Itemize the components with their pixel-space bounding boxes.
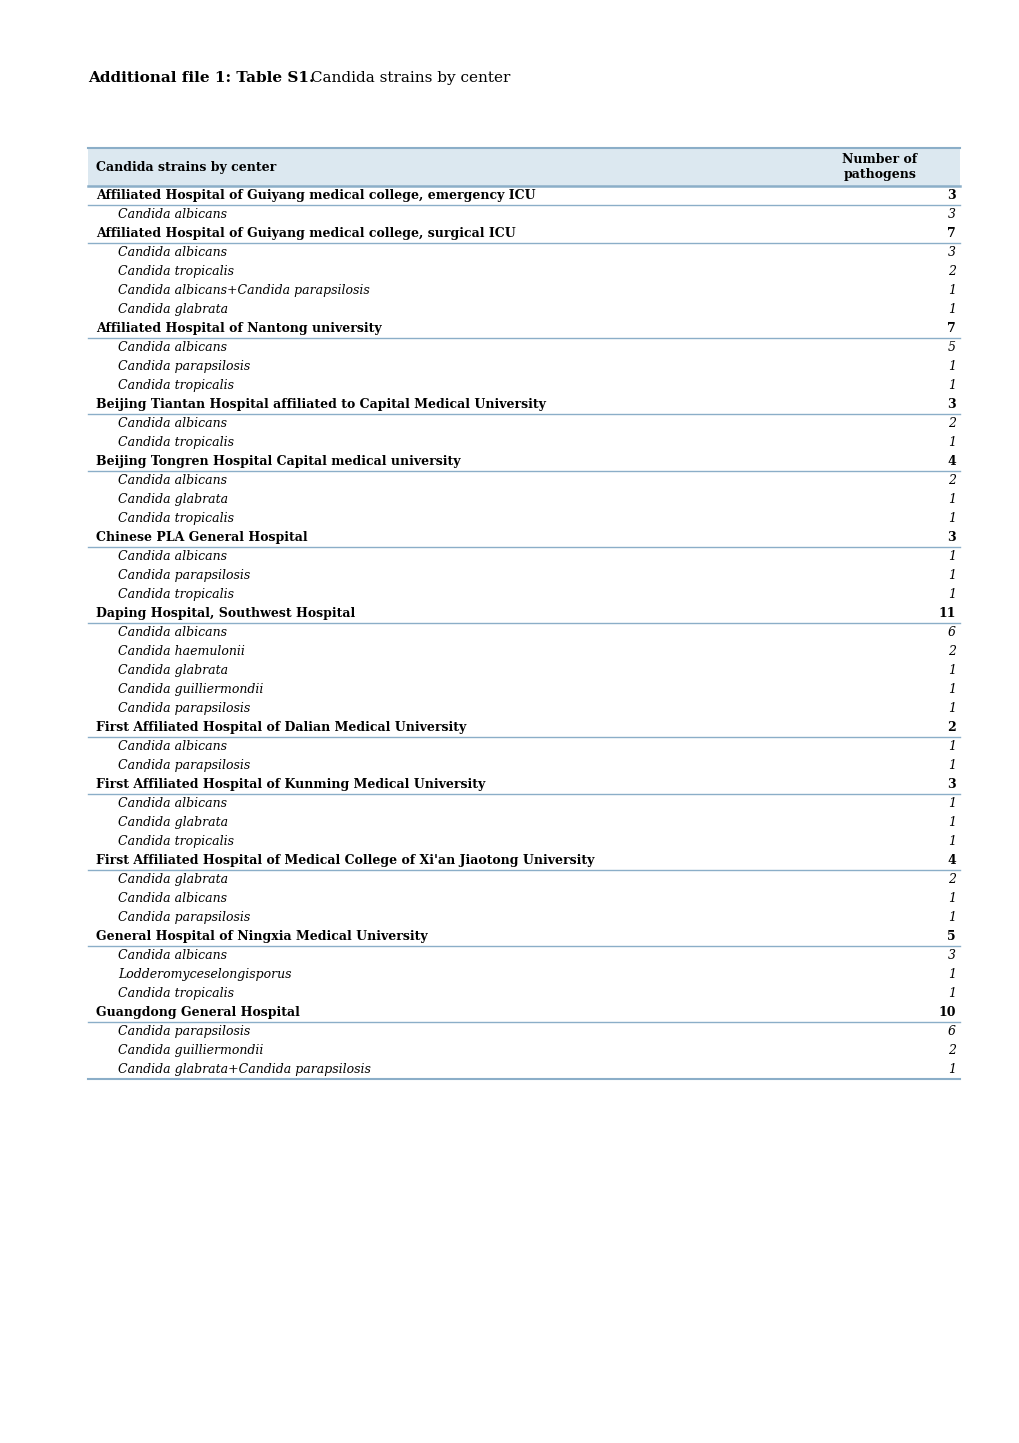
Text: Affiliated Hospital of Guiyang medical college, emergency ICU: Affiliated Hospital of Guiyang medical c…: [96, 189, 535, 202]
Text: Candida strains by center: Candida strains by center: [306, 71, 510, 85]
Text: 2: 2: [947, 645, 955, 658]
Text: 3: 3: [947, 398, 955, 411]
Text: Affiliated Hospital of Nantong university: Affiliated Hospital of Nantong universit…: [96, 322, 381, 335]
Text: Candida albicans: Candida albicans: [118, 740, 227, 753]
Text: Candida albicans: Candida albicans: [118, 208, 227, 221]
Text: 1: 1: [947, 701, 955, 714]
Text: 1: 1: [947, 892, 955, 905]
Text: 1: 1: [947, 494, 955, 506]
Text: 1: 1: [947, 835, 955, 848]
Text: 1: 1: [947, 359, 955, 372]
Text: Guangdong General Hospital: Guangdong General Hospital: [96, 1006, 300, 1019]
Text: Additional file 1: Table S1.: Additional file 1: Table S1.: [88, 71, 314, 85]
Text: 1: 1: [947, 380, 955, 392]
Text: 1: 1: [947, 303, 955, 316]
Text: Candida glabrata: Candida glabrata: [118, 303, 228, 316]
Text: 1: 1: [947, 664, 955, 677]
Text: 1: 1: [947, 683, 955, 696]
Text: 1: 1: [947, 815, 955, 828]
Text: Candida albicans: Candida albicans: [118, 341, 227, 354]
Text: Candida albicans: Candida albicans: [118, 550, 227, 563]
Text: 1: 1: [947, 587, 955, 600]
Text: 1: 1: [947, 797, 955, 810]
Text: 1: 1: [947, 436, 955, 449]
Text: Candida tropicalis: Candida tropicalis: [118, 835, 233, 848]
Text: Candida parapsilosis: Candida parapsilosis: [118, 569, 250, 582]
Text: Candida parapsilosis: Candida parapsilosis: [118, 759, 250, 772]
Text: 5: 5: [947, 341, 955, 354]
Text: Candida haemulonii: Candida haemulonii: [118, 645, 245, 658]
Text: Lodderomyceselongisporus: Lodderomyceselongisporus: [118, 968, 291, 981]
Text: 1: 1: [947, 759, 955, 772]
Text: Candida albicans: Candida albicans: [118, 949, 227, 962]
Text: Beijing Tiantan Hospital affiliated to Capital Medical University: Beijing Tiantan Hospital affiliated to C…: [96, 398, 545, 411]
Text: 2: 2: [947, 722, 955, 734]
Text: 1: 1: [947, 1063, 955, 1076]
Text: 11: 11: [937, 608, 955, 620]
Text: 6: 6: [947, 1025, 955, 1038]
Text: Candida tropicalis: Candida tropicalis: [118, 587, 233, 600]
Text: 3: 3: [947, 778, 955, 791]
Text: 1: 1: [947, 911, 955, 924]
Text: 1: 1: [947, 987, 955, 1000]
Text: Beijing Tongren Hospital Capital medical university: Beijing Tongren Hospital Capital medical…: [96, 455, 460, 468]
Text: 2: 2: [947, 417, 955, 430]
Text: 6: 6: [947, 626, 955, 639]
Text: Candida tropicalis: Candida tropicalis: [118, 436, 233, 449]
Text: 7: 7: [947, 227, 955, 240]
Text: First Affiliated Hospital of Medical College of Xi'an Jiaotong University: First Affiliated Hospital of Medical Col…: [96, 854, 594, 867]
Text: 1: 1: [947, 284, 955, 297]
Text: Chinese PLA General Hospital: Chinese PLA General Hospital: [96, 531, 308, 544]
Text: Candida albicans+Candida parapsilosis: Candida albicans+Candida parapsilosis: [118, 284, 370, 297]
Text: Candida tropicalis: Candida tropicalis: [118, 512, 233, 525]
Text: Affiliated Hospital of Guiyang medical college, surgical ICU: Affiliated Hospital of Guiyang medical c…: [96, 227, 516, 240]
Text: 4: 4: [947, 455, 955, 468]
Text: 2: 2: [947, 473, 955, 486]
Text: Candida guilliermondii: Candida guilliermondii: [118, 1043, 263, 1058]
Text: Candida parapsilosis: Candida parapsilosis: [118, 911, 250, 924]
Text: Candida parapsilosis: Candida parapsilosis: [118, 1025, 250, 1038]
Text: Candida albicans: Candida albicans: [118, 473, 227, 486]
Text: 7: 7: [947, 322, 955, 335]
Text: First Affiliated Hospital of Dalian Medical University: First Affiliated Hospital of Dalian Medi…: [96, 722, 466, 734]
Text: Candida glabrata: Candida glabrata: [118, 494, 228, 506]
Text: Candida strains by center: Candida strains by center: [96, 160, 276, 173]
Text: 3: 3: [947, 531, 955, 544]
Text: 1: 1: [947, 968, 955, 981]
Text: Candida albicans: Candida albicans: [118, 626, 227, 639]
Text: Daping Hospital, Southwest Hospital: Daping Hospital, Southwest Hospital: [96, 608, 355, 620]
Text: 1: 1: [947, 512, 955, 525]
Text: 1: 1: [947, 740, 955, 753]
Text: 2: 2: [947, 1043, 955, 1058]
Text: 4: 4: [947, 854, 955, 867]
Text: Candida tropicalis: Candida tropicalis: [118, 380, 233, 392]
Text: 3: 3: [947, 949, 955, 962]
Text: Candida tropicalis: Candida tropicalis: [118, 266, 233, 278]
Text: 2: 2: [947, 266, 955, 278]
Text: Candida glabrata: Candida glabrata: [118, 873, 228, 886]
Text: 3: 3: [947, 245, 955, 258]
Text: Candida tropicalis: Candida tropicalis: [118, 987, 233, 1000]
Text: 3: 3: [947, 208, 955, 221]
Text: 10: 10: [937, 1006, 955, 1019]
Text: Candida guilliermondii: Candida guilliermondii: [118, 683, 263, 696]
Text: 3: 3: [947, 189, 955, 202]
Text: Candida albicans: Candida albicans: [118, 892, 227, 905]
Text: General Hospital of Ningxia Medical University: General Hospital of Ningxia Medical Univ…: [96, 929, 427, 942]
Text: Candida albicans: Candida albicans: [118, 417, 227, 430]
Text: Candida parapsilosis: Candida parapsilosis: [118, 359, 250, 372]
Text: Candida glabrata: Candida glabrata: [118, 815, 228, 828]
Text: First Affiliated Hospital of Kunming Medical University: First Affiliated Hospital of Kunming Med…: [96, 778, 485, 791]
Text: 1: 1: [947, 550, 955, 563]
Text: Candida parapsilosis: Candida parapsilosis: [118, 701, 250, 714]
Text: Number of
pathogens: Number of pathogens: [842, 153, 917, 180]
Text: Candida albicans: Candida albicans: [118, 797, 227, 810]
Text: 1: 1: [947, 569, 955, 582]
Bar: [88, 149, 959, 186]
Text: Candida albicans: Candida albicans: [118, 245, 227, 258]
Text: Candida glabrata: Candida glabrata: [118, 664, 228, 677]
Text: 2: 2: [947, 873, 955, 886]
Text: Candida glabrata+Candida parapsilosis: Candida glabrata+Candida parapsilosis: [118, 1063, 371, 1076]
Text: 5: 5: [947, 929, 955, 942]
